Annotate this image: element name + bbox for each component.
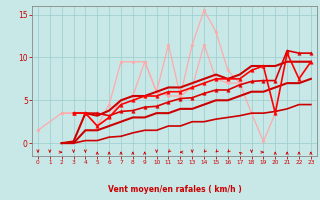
X-axis label: Vent moyen/en rafales ( km/h ): Vent moyen/en rafales ( km/h ) xyxy=(108,185,241,194)
